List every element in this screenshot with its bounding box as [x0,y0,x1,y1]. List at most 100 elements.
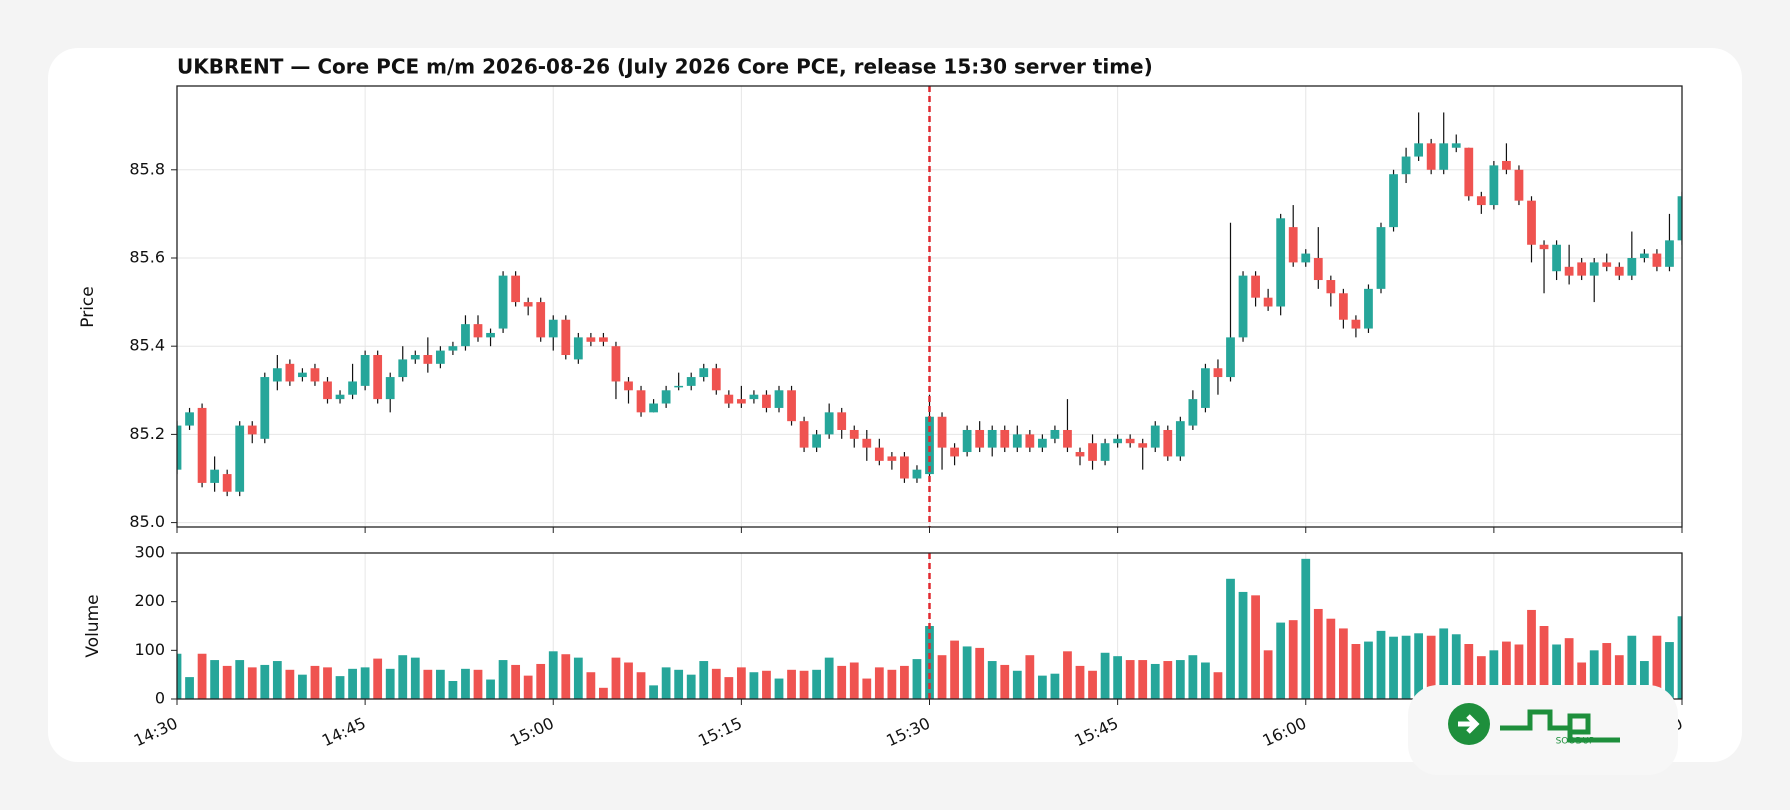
price-frame [176,85,1683,528]
logo-text: SOODUP [1556,737,1595,747]
candle-body [950,447,959,457]
volume-bar [473,669,483,699]
candle-body [473,324,483,338]
volume-bar [1276,622,1286,699]
y2-tick-label: 0 [155,689,165,708]
logo: SOODUP [1408,685,1678,775]
volume-bar [222,665,232,699]
candle-body [1652,253,1662,267]
volume-bar [975,647,985,699]
candle-body [1389,174,1398,228]
volume-bar [649,685,658,699]
candle-body [1564,266,1574,276]
candle-body [1088,443,1097,461]
candle-body [1502,160,1511,170]
volume-bar [1050,673,1060,699]
volume-bar [849,662,859,699]
volume-bar [1213,672,1223,699]
volume-bar [448,680,458,699]
candle-body [1075,452,1085,457]
candle-body [1539,244,1549,250]
volume-bar [1113,656,1123,699]
volume-bar [1614,655,1624,699]
candle-body [1326,280,1336,294]
volume-bar [1100,652,1110,699]
volume-bar [724,677,734,699]
candle-body [1614,266,1624,276]
candle-body [799,421,809,448]
candle-body [1163,429,1173,457]
volume-bar [1000,664,1010,699]
candle-body [1025,434,1035,448]
volume-panel [177,553,1682,699]
candle-body [177,425,182,470]
volume-bar [736,667,746,699]
volume-frame [176,552,1683,700]
volume-bar [536,663,546,699]
volume-bar [624,662,633,699]
volume-bar [410,657,420,699]
candle-body [511,275,521,303]
candle-body [1527,200,1536,245]
candle-body [1213,368,1223,378]
candle-body [887,456,897,461]
y-tick-label: 85.4 [129,336,165,355]
volume-bar [1238,591,1248,699]
candle-body [674,385,684,388]
candle-body [661,390,671,404]
volume-bar [1439,628,1449,699]
volume-bar [1301,558,1311,699]
volume-bar [787,669,796,699]
volume-bar [824,657,834,699]
candle-body [486,332,495,338]
volume-bar [1063,651,1072,699]
candle-body [611,346,621,382]
candle-body [348,381,357,395]
candle-body [272,368,282,382]
volume-bar [1226,578,1235,699]
candle-body [1000,429,1010,448]
volume-bar [1564,638,1574,699]
candle-body [373,355,383,400]
candle-body [624,381,633,391]
candle-body [1238,275,1248,338]
candle-body [1451,143,1461,148]
candle-body [774,390,784,408]
candle-body [975,429,985,448]
volume-bar [874,667,884,699]
volume-bar [285,669,295,699]
candle-body [987,429,997,448]
candle-body [448,346,458,351]
candle-body [1226,337,1235,378]
candle-body [1301,253,1311,263]
candle-body [1602,262,1612,267]
volume-bar [1175,660,1185,699]
volume-bar [185,677,194,699]
volume-bar [937,655,947,699]
volume-bar [925,626,934,699]
volume-bar [561,654,571,699]
volume-bar [1125,660,1135,699]
volume-bar [1338,628,1348,699]
volume-bar [548,651,558,699]
volume-bar [423,669,433,699]
volume-bar [1464,644,1474,699]
candle-body [1201,368,1210,408]
candle-body [736,399,746,404]
volume-bar [674,669,684,699]
candle-body [410,355,420,360]
candle-body [523,302,533,307]
y2-tick-label: 200 [134,591,165,610]
volume-bar [950,640,959,699]
candle-body [1150,425,1160,448]
volume-bar [486,679,495,699]
candle-body [548,319,558,338]
candle-body [1414,143,1424,157]
volume-bar [1514,644,1524,699]
candle-body [1589,262,1599,276]
candle-body [210,469,220,483]
volume-bar [1652,635,1662,699]
candle-body [498,275,508,329]
y2-axis-label: Volume [83,594,103,657]
candle-body [1677,196,1682,241]
